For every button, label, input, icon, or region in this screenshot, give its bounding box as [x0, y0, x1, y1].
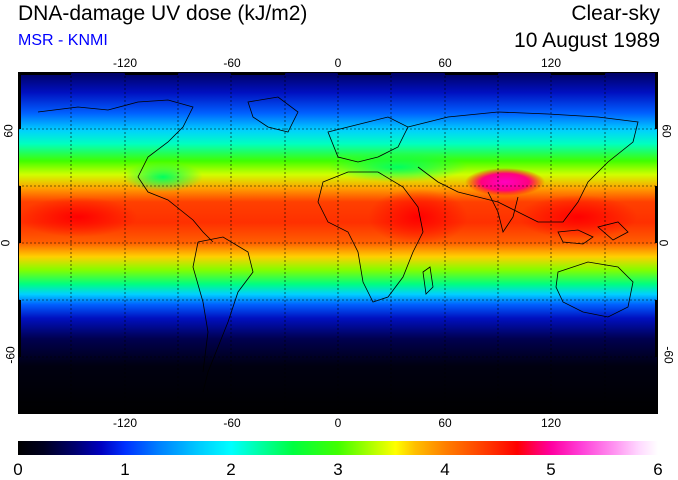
lon-tick-bottom: 0	[334, 416, 342, 430]
lat-tick-right: -60	[661, 346, 676, 364]
chart-title: DNA-damage UV dose (kJ/m2)	[18, 2, 308, 25]
lon-tick-bottom: -60	[223, 416, 241, 430]
lon-tick-top: -60	[223, 56, 241, 70]
colorbar-label: 2	[226, 460, 236, 479]
colorbar-label: 1	[120, 460, 130, 479]
uv-dose-map	[18, 72, 658, 414]
sky-condition: Clear-sky	[571, 2, 660, 25]
chart-date: 10 August 1989	[514, 29, 660, 52]
colorbar	[18, 441, 658, 455]
lat-tick-left: 60	[1, 124, 16, 138]
lat-tick-right: 60	[659, 124, 674, 138]
lon-tick-bottom: 120	[540, 416, 562, 430]
colorbar-label: 6	[653, 460, 663, 479]
graticule	[18, 72, 658, 414]
colorbar-label: 4	[440, 460, 450, 479]
lon-tick-bottom: -120	[112, 416, 138, 430]
lon-tick-top: 60	[438, 56, 452, 70]
lon-tick-top: -120	[112, 56, 138, 70]
lon-tick-top: 120	[540, 56, 562, 70]
lon-tick-bottom: 60	[438, 416, 452, 430]
frame-ticks	[18, 72, 658, 414]
lat-tick-right: 0	[656, 239, 671, 247]
colorbar-label: 5	[546, 460, 556, 479]
colorbar-label: 3	[333, 460, 343, 479]
chart-subtitle: MSR - KNMI	[18, 32, 108, 49]
lat-tick-left: -60	[3, 346, 18, 364]
colorbar-label: 0	[13, 460, 23, 479]
lat-tick-left: 0	[0, 240, 12, 247]
uv-map-svg	[18, 72, 658, 414]
lon-tick-top: 0	[334, 56, 342, 70]
coastlines	[18, 96, 658, 403]
